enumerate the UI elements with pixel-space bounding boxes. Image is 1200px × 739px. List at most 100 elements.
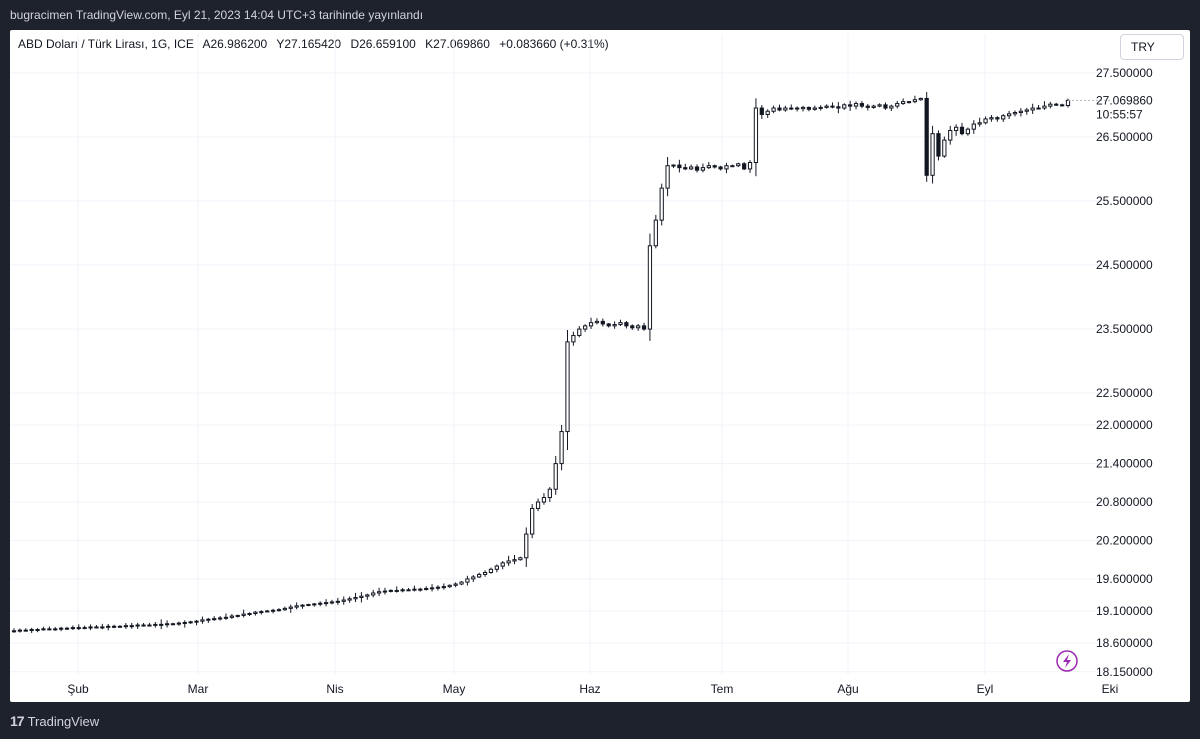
- candle-body: [553, 463, 558, 490]
- candle-body: [853, 103, 859, 107]
- candle-body: [106, 625, 111, 628]
- candle-body: [694, 166, 700, 171]
- candle-body: [23, 629, 28, 632]
- candle-body: [100, 626, 105, 629]
- candle-body: [936, 133, 941, 157]
- candle-body: [70, 627, 76, 630]
- candle-body: [117, 625, 123, 628]
- candle-body: [406, 589, 411, 592]
- candle-body: [730, 165, 735, 168]
- candle-body: [747, 162, 753, 170]
- candle-body: [371, 592, 376, 596]
- candle-body: [736, 163, 741, 167]
- candle-body: [706, 165, 711, 169]
- candle-body: [636, 325, 641, 329]
- candle-body: [683, 167, 688, 170]
- candle-body: [959, 126, 965, 135]
- candle-body: [883, 104, 888, 109]
- candle-body: [147, 624, 152, 627]
- candle-body: [29, 629, 34, 632]
- candle-body: [588, 322, 594, 327]
- candle-body: [530, 507, 535, 535]
- candle-body: [400, 589, 405, 592]
- chart-panel[interactable]: ABD Doları / Türk Lirası, 1G, ICE A26.98…: [10, 30, 1190, 702]
- candle-body: [724, 165, 729, 170]
- y-tick-label: 22.500000: [1096, 386, 1153, 400]
- candle-body: [783, 107, 788, 111]
- candle-body: [924, 97, 929, 176]
- candle-body: [235, 614, 240, 617]
- candle-body: [812, 107, 817, 110]
- candle-body: [718, 166, 723, 170]
- candle-body: [1012, 112, 1018, 115]
- x-tick-label: Nis: [326, 682, 343, 696]
- candle-body: [877, 104, 882, 107]
- candle-body: [212, 618, 217, 621]
- candle-body: [11, 630, 17, 633]
- candle-body: [335, 600, 340, 603]
- candle-body: [482, 572, 488, 575]
- candle-body: [206, 618, 211, 621]
- candle-body: [200, 619, 205, 622]
- candle-body: [824, 105, 829, 108]
- symbol-label[interactable]: ABD Doları / Türk Lirası, 1G, ICE: [18, 37, 194, 51]
- candle-body: [565, 341, 570, 433]
- y-tick-label: 19.100000: [1096, 604, 1153, 618]
- candle-body: [312, 603, 317, 606]
- candle-body: [859, 103, 865, 107]
- candle-body: [382, 590, 388, 593]
- close-value: K27.069860: [425, 37, 490, 51]
- candle-body: [359, 595, 364, 598]
- y-tick-label: 20.800000: [1096, 495, 1153, 509]
- candle-body: [842, 104, 847, 109]
- candle-body: [1042, 105, 1047, 109]
- low-value: D26.659100: [350, 37, 416, 51]
- candle-body: [170, 623, 176, 626]
- candle-body: [789, 107, 794, 110]
- candle-body: [229, 615, 234, 618]
- candle-body: [836, 106, 841, 109]
- candle-body: [276, 609, 282, 612]
- candle-body: [35, 629, 40, 632]
- price-chart[interactable]: 27.500000 26.500000 25.500000 24.500000 23.5…: [10, 30, 1190, 702]
- candle-body: [1001, 115, 1006, 120]
- candle-body: [17, 629, 23, 632]
- candle-body: [689, 166, 694, 170]
- y-tick-label: 19.600000: [1096, 572, 1153, 586]
- candle-body: [376, 591, 382, 594]
- candle-body: [977, 122, 982, 125]
- x-tick-label: Haz: [579, 682, 600, 696]
- x-tick-label: May: [443, 682, 466, 696]
- candle-body: [500, 562, 505, 567]
- candle-body: [895, 103, 900, 107]
- countdown-label: 10:55:57: [1096, 107, 1143, 121]
- candle-body: [889, 105, 894, 109]
- candle-body: [182, 621, 187, 624]
- candle-body: [989, 117, 994, 120]
- candle-body: [1048, 103, 1053, 107]
- y-tick-label: 21.400000: [1096, 457, 1153, 471]
- candle-body: [771, 107, 776, 112]
- candle-body: [918, 97, 923, 101]
- currency-button[interactable]: TRY: [1120, 34, 1184, 60]
- tradingview-logo[interactable]: 17 TradingView: [10, 713, 99, 729]
- candle-body: [259, 611, 264, 614]
- candle-body: [429, 587, 435, 590]
- candle-body: [465, 578, 470, 583]
- candle-body: [341, 599, 346, 602]
- candle-body: [282, 607, 287, 611]
- candle-body: [942, 139, 947, 157]
- candle-body: [412, 588, 417, 591]
- candle-body: [471, 576, 476, 580]
- chart-legend: ABD Doları / Türk Lirası, 1G, ICE A26.98…: [18, 37, 615, 51]
- candle-body: [512, 559, 517, 562]
- candle-body: [64, 627, 70, 630]
- x-tick-label: Eyl: [977, 682, 994, 696]
- candle-body: [435, 586, 441, 589]
- candle-body: [418, 588, 423, 591]
- candle-body: [241, 613, 246, 616]
- candle-body: [600, 320, 605, 325]
- candle-body: [494, 565, 499, 570]
- candle-body: [965, 128, 971, 135]
- candle-body: [265, 610, 270, 613]
